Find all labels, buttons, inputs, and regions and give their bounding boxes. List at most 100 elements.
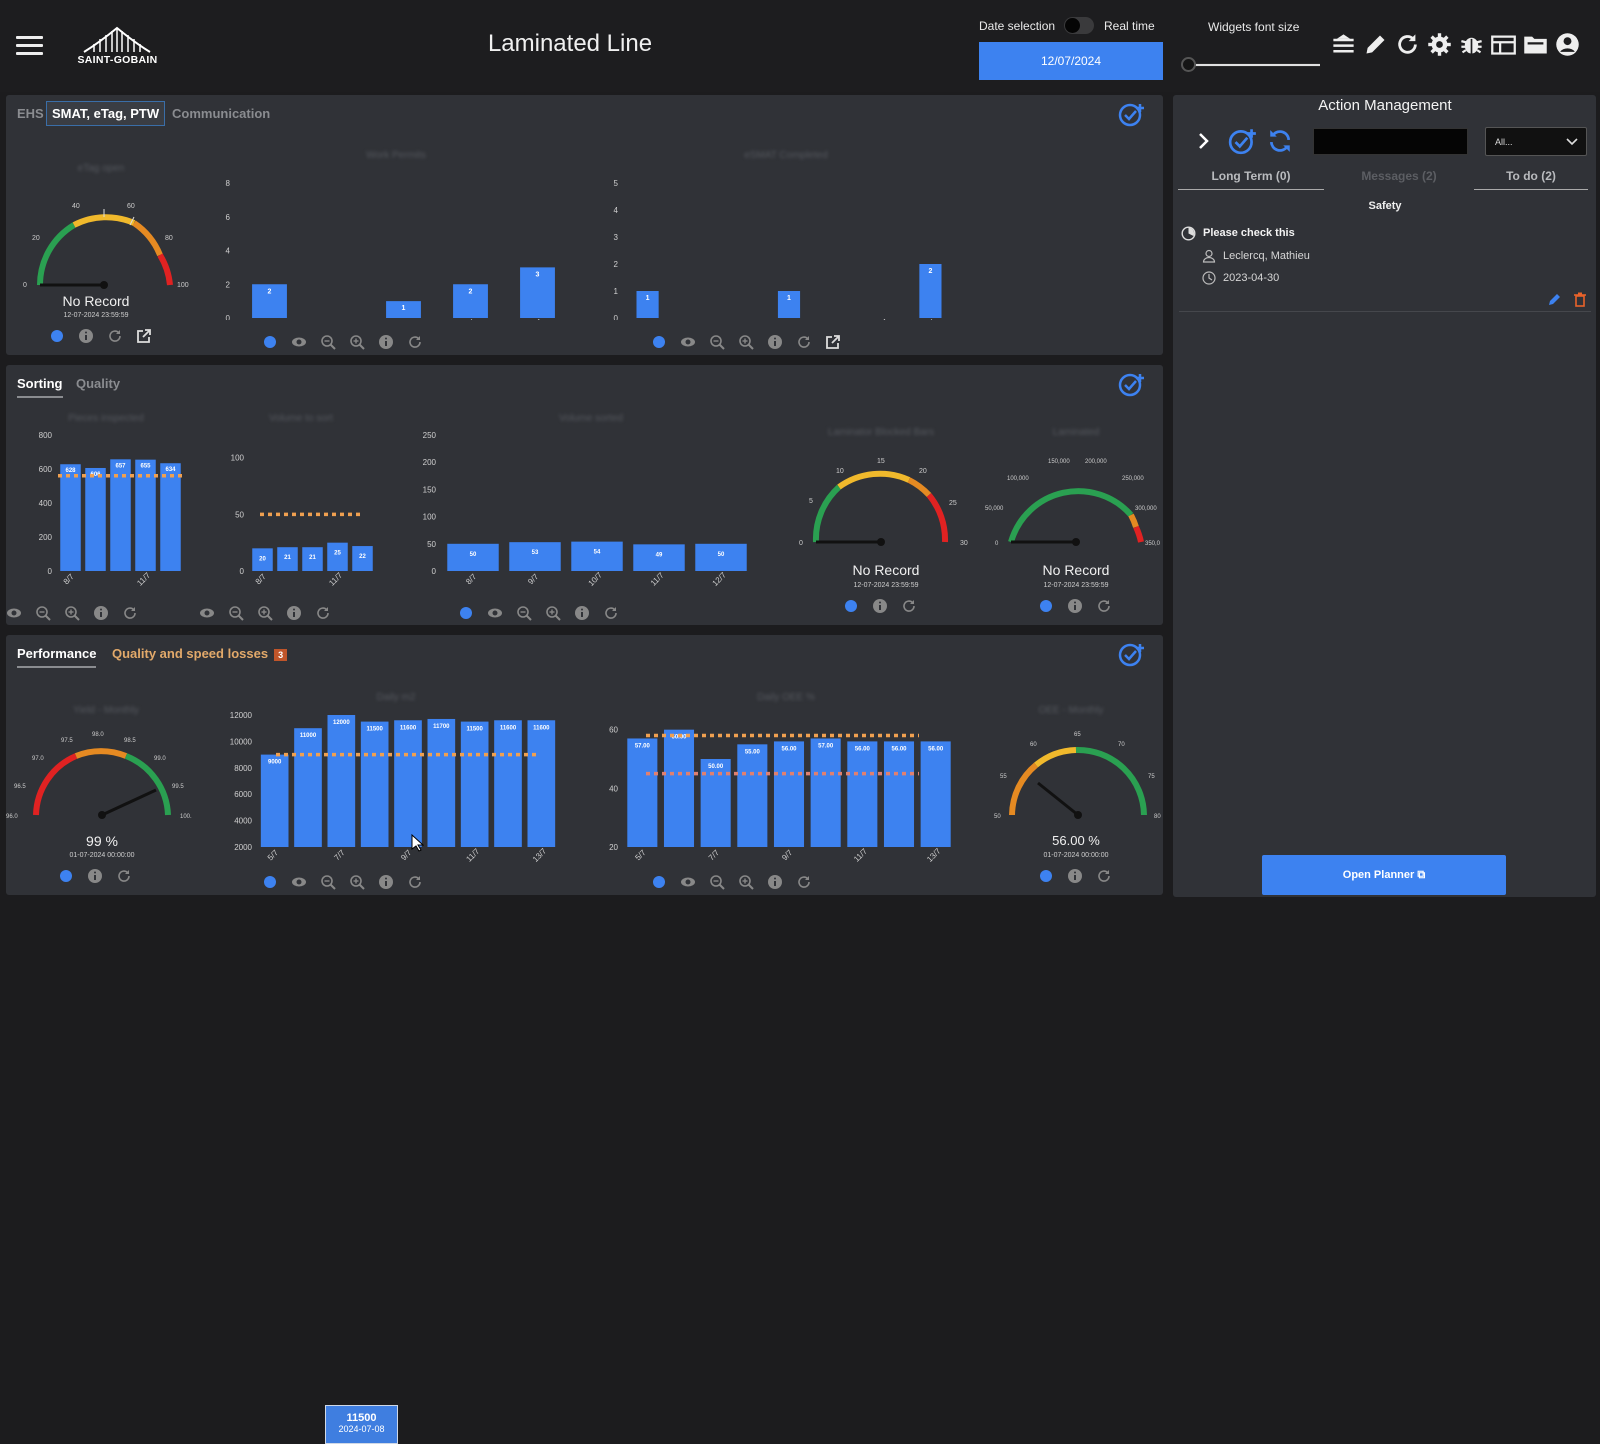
tab-label: Quality and speed losses xyxy=(112,646,269,661)
reload-icon[interactable] xyxy=(796,334,812,350)
refresh-icon[interactable] xyxy=(1394,31,1421,58)
zoom-out-icon[interactable] xyxy=(35,605,51,621)
status-dot-icon[interactable] xyxy=(262,874,278,890)
zoom-out-icon[interactable] xyxy=(228,605,244,621)
reload-icon[interactable] xyxy=(407,334,423,350)
y-tick-label: 1 xyxy=(614,287,619,296)
tab-ehs[interactable]: EHS xyxy=(17,106,44,121)
action-item-person: Leclercq, Mathieu xyxy=(1223,250,1310,262)
action-item[interactable]: Please check this Leclercq, Mathieu 2023… xyxy=(1179,222,1591,312)
zoom-in-icon[interactable] xyxy=(349,874,365,890)
reload-icon[interactable] xyxy=(107,328,123,344)
reload-icon[interactable] xyxy=(1096,868,1112,884)
visibility-icon[interactable] xyxy=(680,334,696,350)
reload-icon[interactable] xyxy=(116,868,132,884)
layers-icon[interactable] xyxy=(1330,31,1357,58)
reload-icon[interactable] xyxy=(122,605,138,621)
info-icon[interactable] xyxy=(78,328,94,344)
reload-icon[interactable] xyxy=(603,605,619,621)
tab-sorting[interactable]: Sorting xyxy=(17,376,63,398)
add-action-icon[interactable] xyxy=(1118,371,1146,399)
bar-value-label: 9000 xyxy=(268,760,282,766)
zoom-in-icon[interactable] xyxy=(64,605,80,621)
edit-icon[interactable] xyxy=(1547,293,1561,307)
tab-smat-etag-ptw[interactable]: SMAT, eTag, PTW xyxy=(46,101,166,126)
action-filter-select[interactable]: All... xyxy=(1485,127,1587,156)
info-icon[interactable] xyxy=(574,605,590,621)
edit-icon[interactable] xyxy=(1362,31,1389,58)
visibility-icon[interactable] xyxy=(291,334,307,350)
realtime-toggle[interactable] xyxy=(1064,17,1094,34)
action-search-input[interactable] xyxy=(1313,128,1468,155)
info-icon[interactable] xyxy=(378,334,394,350)
table-icon[interactable] xyxy=(1490,31,1517,58)
open-external-icon[interactable] xyxy=(825,334,841,350)
reload-icon[interactable] xyxy=(901,598,917,614)
tab-performance[interactable]: Performance xyxy=(17,646,97,668)
status-dot-icon[interactable] xyxy=(651,874,667,890)
zoom-in-icon[interactable] xyxy=(349,334,365,350)
add-action-icon[interactable] xyxy=(1118,101,1146,129)
bar-value-label: 22 xyxy=(359,554,366,560)
zoom-out-icon[interactable] xyxy=(320,874,336,890)
zoom-out-icon[interactable] xyxy=(709,874,725,890)
open-external-icon[interactable] xyxy=(136,328,152,344)
visibility-icon[interactable] xyxy=(6,605,22,621)
status-dot-icon[interactable] xyxy=(262,334,278,350)
bar xyxy=(460,721,489,847)
status-dot-icon[interactable] xyxy=(1038,598,1054,614)
reload-icon[interactable] xyxy=(315,605,331,621)
delete-icon[interactable] xyxy=(1574,292,1586,307)
settings-icon[interactable] xyxy=(1426,31,1453,58)
zoom-in-icon[interactable] xyxy=(545,605,561,621)
status-dot-icon[interactable] xyxy=(49,328,65,344)
status-dot-icon[interactable] xyxy=(58,868,74,884)
slider-thumb[interactable] xyxy=(1181,57,1196,72)
sync-icon[interactable] xyxy=(1267,128,1293,154)
tab-quality-speed-losses[interactable]: Quality and speed losses 3 xyxy=(112,646,288,661)
add-action-icon[interactable] xyxy=(1118,641,1146,669)
chevron-right-icon[interactable] xyxy=(1197,132,1211,150)
open-planner-button[interactable]: Open Planner ⧉ xyxy=(1262,855,1506,895)
date-picker-button[interactable]: 12/07/2024 xyxy=(979,42,1163,80)
tab-to-do[interactable]: To do (2) xyxy=(1474,169,1588,190)
font-size-slider[interactable] xyxy=(1181,57,1320,72)
user-icon[interactable] xyxy=(1554,31,1581,58)
info-icon[interactable] xyxy=(767,334,783,350)
reload-icon[interactable] xyxy=(796,874,812,890)
menu-icon[interactable] xyxy=(16,36,43,56)
info-icon[interactable] xyxy=(286,605,302,621)
visibility-icon[interactable] xyxy=(487,605,503,621)
reload-icon[interactable] xyxy=(407,874,423,890)
tab-quality[interactable]: Quality xyxy=(76,376,121,391)
info-icon[interactable] xyxy=(767,874,783,890)
visibility-icon[interactable] xyxy=(199,605,215,621)
status-dot-icon[interactable] xyxy=(458,605,474,621)
tab-long-term[interactable]: Long Term (0) xyxy=(1178,169,1324,190)
status-dot-icon[interactable] xyxy=(651,334,667,350)
zoom-out-icon[interactable] xyxy=(516,605,532,621)
info-icon[interactable] xyxy=(872,598,888,614)
visibility-icon[interactable] xyxy=(680,874,696,890)
gauge-status: No Record xyxy=(852,562,920,578)
zoom-out-icon[interactable] xyxy=(709,334,725,350)
info-icon[interactable] xyxy=(1067,868,1083,884)
status-dot-icon[interactable] xyxy=(1038,868,1054,884)
zoom-out-icon[interactable] xyxy=(320,334,336,350)
visibility-icon[interactable] xyxy=(291,874,307,890)
reload-icon[interactable] xyxy=(1096,598,1112,614)
info-icon[interactable] xyxy=(1067,598,1083,614)
add-action-icon[interactable] xyxy=(1228,126,1258,156)
status-dot-icon[interactable] xyxy=(843,598,859,614)
zoom-in-icon[interactable] xyxy=(257,605,273,621)
tab-communication[interactable]: Communication xyxy=(172,106,271,121)
bug-icon[interactable] xyxy=(1458,31,1485,58)
svg-text:15: 15 xyxy=(877,458,885,465)
info-icon[interactable] xyxy=(87,868,103,884)
info-icon[interactable] xyxy=(93,605,109,621)
zoom-in-icon[interactable] xyxy=(738,874,754,890)
zoom-in-icon[interactable] xyxy=(738,334,754,350)
tab-messages[interactable]: Messages (2) xyxy=(1361,169,1437,183)
info-icon[interactable] xyxy=(378,874,394,890)
folder-icon[interactable] xyxy=(1522,31,1549,58)
